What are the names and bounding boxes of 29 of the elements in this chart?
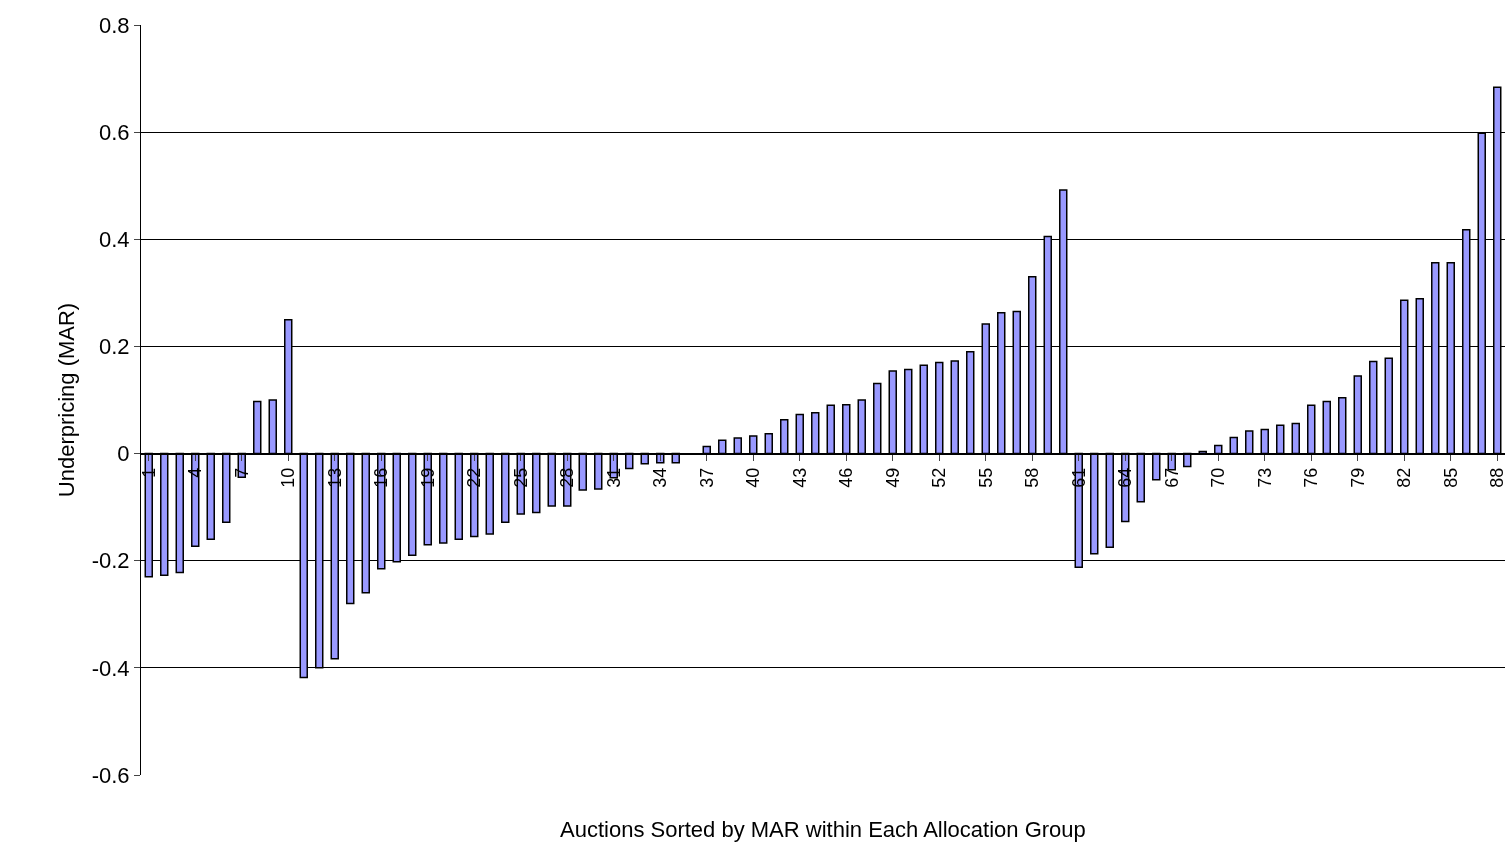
y-tick-label: 0 (117, 441, 130, 467)
y-axis-title: Underpricing (MAR) (54, 302, 80, 498)
x-tick-label: 58 (1022, 467, 1043, 488)
x-tick-label: 34 (650, 467, 671, 488)
x-tick-label: 79 (1347, 467, 1368, 488)
x-tick-label: 43 (789, 467, 810, 488)
x-tick-label: 82 (1394, 467, 1415, 488)
x-tick-label: 40 (743, 467, 764, 488)
y-tick-label: 0.8 (99, 12, 130, 38)
y-tick-label: -0.2 (91, 548, 130, 574)
x-axis-title: Auctions Sorted by MAR within Each Allocation Group (560, 817, 1086, 842)
x-tick-label: 46 (836, 467, 857, 488)
x-tick-label: 88 (1487, 467, 1508, 488)
x-tick-label: 49 (882, 467, 903, 488)
y-tick-label: -0.4 (91, 655, 130, 681)
y-tick-label: -0.6 (91, 762, 130, 788)
x-tick-label: 76 (1301, 467, 1322, 488)
x-tick-label: 37 (696, 467, 717, 488)
x-tick-label: 10 (278, 467, 299, 488)
x-tick-label: 85 (1440, 467, 1461, 488)
x-tick-label: 31 (603, 467, 624, 488)
x-tick-label: 73 (1254, 467, 1275, 488)
y-tick-label: 0.2 (99, 334, 130, 360)
x-tick-label: 70 (1208, 467, 1229, 488)
y-tick-label: 0.4 (99, 226, 130, 252)
x-tick-label: 67 (1161, 467, 1182, 488)
x-tick-label: 52 (929, 467, 950, 488)
x-tick-label: 55 (975, 467, 996, 488)
y-tick-label: 0.6 (99, 119, 130, 145)
